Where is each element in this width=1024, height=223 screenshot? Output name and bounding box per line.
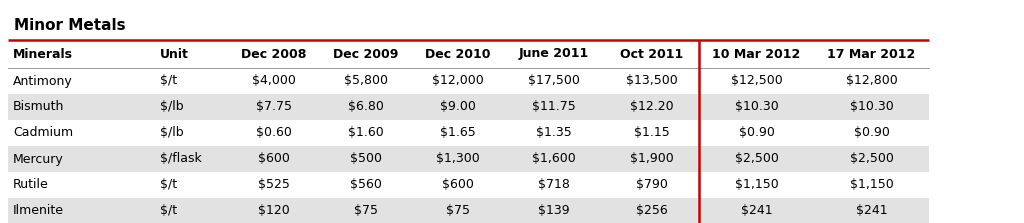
Text: Dec 2009: Dec 2009 <box>334 47 398 60</box>
Text: Antimony: Antimony <box>13 74 73 87</box>
Bar <box>8 120 929 146</box>
Text: $241: $241 <box>740 204 772 217</box>
Text: $2,500: $2,500 <box>850 153 893 165</box>
Text: $4,000: $4,000 <box>252 74 296 87</box>
Text: $600: $600 <box>442 178 474 192</box>
Bar <box>8 94 929 120</box>
Text: $1,150: $1,150 <box>734 178 778 192</box>
Text: $/t: $/t <box>160 74 177 87</box>
Text: $9.00: $9.00 <box>440 101 476 114</box>
Bar <box>8 68 929 94</box>
Text: $7.75: $7.75 <box>256 101 292 114</box>
Text: $17,500: $17,500 <box>528 74 580 87</box>
Text: $12,500: $12,500 <box>731 74 782 87</box>
Text: Dec 2008: Dec 2008 <box>242 47 306 60</box>
Text: $13,500: $13,500 <box>626 74 677 87</box>
Text: $5,800: $5,800 <box>344 74 388 87</box>
Text: 17 Mar 2012: 17 Mar 2012 <box>827 47 915 60</box>
Text: Cadmium: Cadmium <box>13 126 73 140</box>
Text: $1.65: $1.65 <box>440 126 476 140</box>
Text: Minor Metals: Minor Metals <box>14 18 126 33</box>
Text: $525: $525 <box>258 178 290 192</box>
Text: $0.90: $0.90 <box>854 126 890 140</box>
Text: Unit: Unit <box>160 47 188 60</box>
Text: $10.30: $10.30 <box>734 101 778 114</box>
Text: $1.60: $1.60 <box>348 126 384 140</box>
Text: $0.60: $0.60 <box>256 126 292 140</box>
Text: June 2011: June 2011 <box>519 47 589 60</box>
Text: $12,000: $12,000 <box>432 74 484 87</box>
Text: $1,150: $1,150 <box>850 178 893 192</box>
Text: $2,500: $2,500 <box>734 153 778 165</box>
Text: $1.35: $1.35 <box>537 126 571 140</box>
Text: 10 Mar 2012: 10 Mar 2012 <box>713 47 801 60</box>
Text: $1,600: $1,600 <box>532 153 575 165</box>
Text: $139: $139 <box>539 204 569 217</box>
Text: $/t: $/t <box>160 204 177 217</box>
Text: $790: $790 <box>636 178 668 192</box>
Text: $718: $718 <box>538 178 570 192</box>
Text: Dec 2010: Dec 2010 <box>425 47 490 60</box>
Text: $/lb: $/lb <box>160 101 183 114</box>
Text: $0.90: $0.90 <box>738 126 774 140</box>
Text: $75: $75 <box>446 204 470 217</box>
Text: Minerals: Minerals <box>13 47 73 60</box>
Text: $11.75: $11.75 <box>532 101 575 114</box>
Bar <box>8 146 929 172</box>
Text: $600: $600 <box>258 153 290 165</box>
Text: $120: $120 <box>258 204 290 217</box>
Text: $12.20: $12.20 <box>630 101 674 114</box>
Text: Mercury: Mercury <box>13 153 63 165</box>
Text: $1,300: $1,300 <box>436 153 480 165</box>
Text: Ilmenite: Ilmenite <box>13 204 63 217</box>
Text: $10.30: $10.30 <box>850 101 893 114</box>
Text: $/lb: $/lb <box>160 126 183 140</box>
Text: $75: $75 <box>354 204 378 217</box>
Text: Bismuth: Bismuth <box>13 101 65 114</box>
Text: $/t: $/t <box>160 178 177 192</box>
Bar <box>8 172 929 198</box>
Bar <box>8 198 929 223</box>
Text: $1,900: $1,900 <box>630 153 674 165</box>
Text: $6.80: $6.80 <box>348 101 384 114</box>
Text: Oct 2011: Oct 2011 <box>620 47 683 60</box>
Text: $12,800: $12,800 <box>846 74 897 87</box>
Text: $/flask: $/flask <box>160 153 202 165</box>
Text: Rutile: Rutile <box>13 178 49 192</box>
Text: $1.15: $1.15 <box>634 126 670 140</box>
Text: $560: $560 <box>350 178 382 192</box>
Text: $241: $241 <box>856 204 888 217</box>
Text: $256: $256 <box>636 204 668 217</box>
Text: $500: $500 <box>350 153 382 165</box>
